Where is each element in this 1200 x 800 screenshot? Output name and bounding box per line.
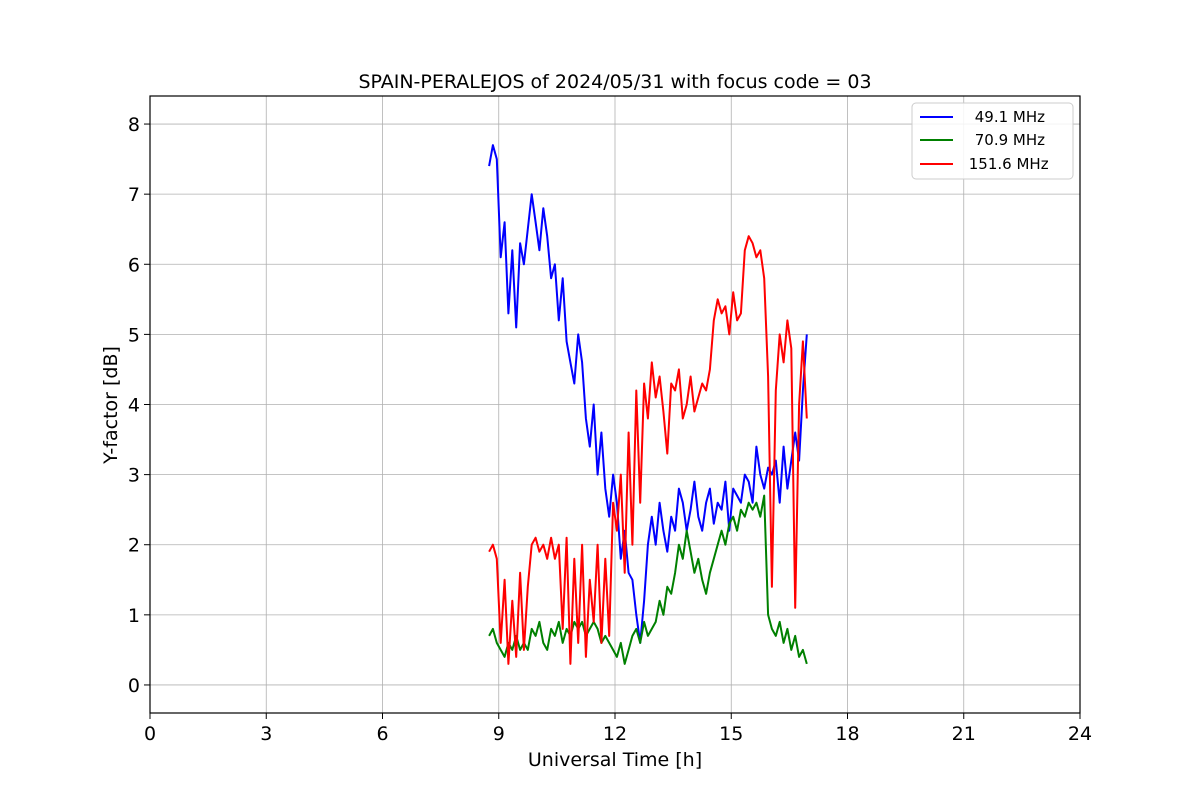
chart-title: SPAIN-PERALEJOS of 2024/05/31 with focus… bbox=[358, 71, 871, 93]
y-tick-label: 2 bbox=[128, 535, 140, 557]
legend-label-49-1: 49.1 MHz bbox=[970, 108, 1045, 126]
x-tick-label: 24 bbox=[1068, 723, 1092, 745]
y-tick-label: 4 bbox=[128, 395, 140, 417]
x-tick-label: 12 bbox=[603, 723, 627, 745]
legend-label-151-6: 151.6 MHz bbox=[964, 155, 1049, 173]
series-line-0 bbox=[488, 144, 808, 644]
x-tick-label: 9 bbox=[493, 723, 505, 745]
y-tick-label: 8 bbox=[128, 114, 140, 136]
x-axis-ticks: 0 3 6 9 12 15 18 21 24 bbox=[144, 713, 1092, 745]
y-tick-label: 6 bbox=[128, 254, 140, 276]
x-tick-label: 3 bbox=[260, 723, 272, 745]
y-tick-label: 5 bbox=[128, 324, 140, 346]
y-tick-label: 0 bbox=[128, 675, 140, 697]
x-tick-label: 21 bbox=[952, 723, 976, 745]
y-axis-ticks: 0 1 2 3 4 5 6 7 8 bbox=[128, 114, 150, 697]
series-line-2 bbox=[488, 235, 808, 665]
legend: 49.1 MHz 70.9 MHz 151.6 MHz bbox=[911, 102, 1074, 180]
y-axis-label: Y-factor [dB] bbox=[100, 346, 122, 465]
x-tick-label: 0 bbox=[144, 723, 156, 745]
x-axis-label: Universal Time [h] bbox=[528, 749, 702, 771]
series-lines bbox=[488, 144, 808, 665]
x-tick-label: 15 bbox=[719, 723, 743, 745]
y-tick-label: 7 bbox=[128, 184, 140, 206]
y-tick-label: 3 bbox=[128, 465, 140, 487]
x-tick-label: 18 bbox=[835, 723, 859, 745]
legend-box bbox=[911, 102, 1074, 180]
y-tick-label: 1 bbox=[128, 605, 140, 627]
series-line-1 bbox=[488, 494, 808, 665]
x-tick-label: 6 bbox=[376, 723, 388, 745]
legend-label-70-9: 70.9 MHz bbox=[970, 131, 1045, 149]
